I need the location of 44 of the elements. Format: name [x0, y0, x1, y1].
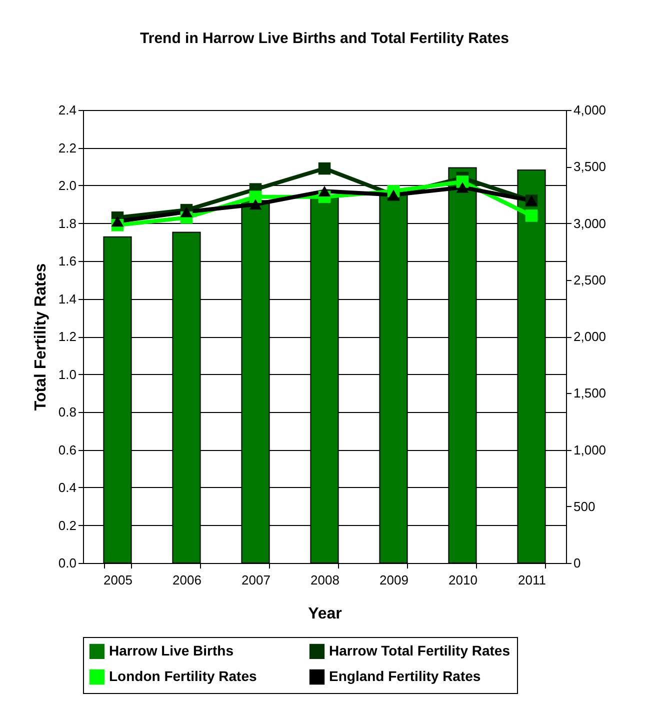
y2-tick-label: 0: [574, 556, 581, 570]
y-tick-label: 0.4: [58, 480, 76, 495]
y2-tick-label: 1,000: [574, 442, 606, 458]
x-tick-label: 2005: [104, 572, 132, 588]
y-tick-label: 0.8: [58, 404, 76, 420]
legend-label: Harrow Total Fertility Rates: [329, 642, 510, 658]
point: [249, 199, 262, 210]
y2-tick-label: 500: [574, 498, 596, 514]
y-tick-label: 0.6: [58, 442, 76, 458]
point: [111, 216, 124, 227]
point: [249, 190, 262, 203]
x-tick-label: 2010: [448, 572, 478, 588]
point: [318, 186, 331, 196]
y-tick-label: 1.2: [58, 329, 76, 344]
y-tick-label: 0.0: [58, 556, 76, 570]
y-axis-title: Total Fertility Rates: [32, 263, 50, 411]
x-tick-label: 2011: [518, 572, 546, 588]
y2-tick-label: 2,500: [574, 272, 606, 288]
y-tick-label: 2.2: [58, 140, 76, 156]
point: [456, 182, 469, 193]
y2-tick-label: 4,000: [574, 102, 606, 118]
y-tick-label: 2.0: [58, 178, 76, 193]
x-axis-title: Year: [308, 606, 342, 622]
point: [180, 206, 193, 218]
y2-tick-label: 2,000: [574, 329, 606, 344]
y-tick-label: 1.6: [58, 254, 76, 268]
y2-tick-label: 1,500: [574, 386, 606, 401]
x-tick-label: 2008: [310, 572, 340, 588]
x-tick-label: 2006: [172, 572, 202, 588]
y2-tick-label: 3,000: [574, 216, 606, 231]
y-tick-label: 1.4: [58, 291, 76, 306]
point: [318, 162, 331, 175]
x-tick-label: 2009: [380, 572, 408, 588]
chart-title: Trend in Harrow Live Births and Total Fertility Rates: [140, 30, 509, 47]
legend-label: Harrow Live Births: [109, 642, 234, 658]
point: [525, 210, 538, 222]
legend-label: England Fertility Rates: [329, 668, 481, 684]
y-tick-label: 1.8: [58, 216, 76, 231]
y-tick-label: 2.4: [58, 102, 76, 118]
legend-label: London Fertility Rates: [109, 668, 257, 684]
y-tick-label: 0.2: [58, 518, 76, 533]
y2-tick-label: 3,500: [574, 159, 606, 174]
y-tick-label: 1.0: [58, 366, 76, 382]
x-tick-label: 2007: [242, 572, 270, 588]
